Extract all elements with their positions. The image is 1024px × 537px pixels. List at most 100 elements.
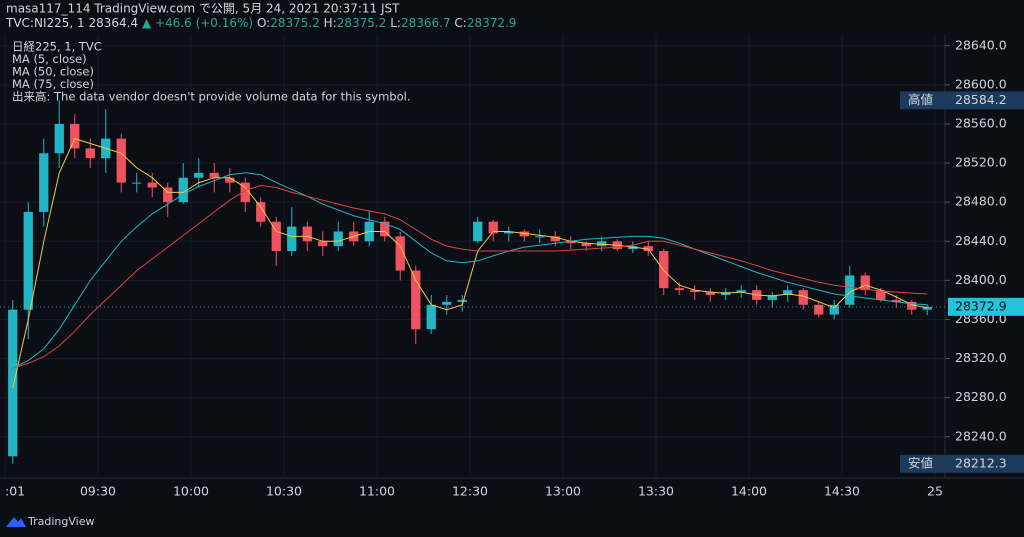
y-tick-label: 28640.0 xyxy=(955,37,1007,52)
candle-body xyxy=(891,299,901,302)
candle-body xyxy=(23,211,33,310)
x-tick-label: 11:00 xyxy=(359,484,395,499)
y-tick-label: 28320.0 xyxy=(955,350,1007,365)
candle-body xyxy=(147,182,157,188)
ma-line xyxy=(12,137,928,389)
x-tick-label: 12:30 xyxy=(452,484,488,499)
candle-body xyxy=(690,290,700,293)
x-tick-label: 09:30 xyxy=(80,484,116,499)
high-marker-text: 高値 xyxy=(908,92,933,107)
candle-body xyxy=(442,301,452,305)
candle-body xyxy=(426,304,436,330)
legend-entry: MA (75, close) xyxy=(12,77,94,91)
candle-body xyxy=(302,226,312,242)
candle-body xyxy=(39,153,49,212)
candle-body xyxy=(519,231,529,237)
candle-body xyxy=(318,241,328,247)
x-tick-label: 25 xyxy=(927,484,943,499)
candle-body xyxy=(178,177,188,203)
candle-body xyxy=(256,202,266,222)
x-tick-label: 10:00 xyxy=(173,484,209,499)
candle-body xyxy=(194,172,204,178)
ma-line xyxy=(12,172,928,369)
candle-body xyxy=(116,138,126,183)
candle-body xyxy=(411,270,421,330)
candle-body xyxy=(907,301,917,310)
candle-body xyxy=(209,172,219,178)
candle-body xyxy=(736,290,746,293)
candle-body xyxy=(380,221,390,237)
x-tick-label: 13:00 xyxy=(545,484,581,499)
candle-body xyxy=(705,292,715,296)
y-tick-label: 28240.0 xyxy=(955,428,1007,443)
candle-body xyxy=(132,182,142,184)
header-line1: masa117_114 TradingView.com で公開, 5月 24, … xyxy=(6,2,400,16)
y-tick-label: 28480.0 xyxy=(955,194,1007,209)
o-value: 28375.2 xyxy=(270,16,320,30)
legend-entry: MA (5, close) xyxy=(12,52,87,66)
logo-icon xyxy=(6,517,26,527)
y-tick-label: 28520.0 xyxy=(955,155,1007,170)
candle-body xyxy=(767,295,777,300)
last-price: 28364.4 xyxy=(88,16,138,30)
c-value: 28372.9 xyxy=(467,16,517,30)
ma-line xyxy=(12,184,928,369)
h-value: 28375.2 xyxy=(337,16,387,30)
candle-body xyxy=(860,275,870,291)
y-tick-label: 28440.0 xyxy=(955,233,1007,248)
low-marker-box xyxy=(900,454,1024,473)
candle-body xyxy=(566,241,576,244)
candle-body xyxy=(225,177,235,183)
candle-body xyxy=(271,221,281,252)
y-tick-label: 28600.0 xyxy=(955,76,1007,91)
grid xyxy=(0,35,945,478)
candle-body xyxy=(240,182,250,203)
x-tick-label: :01 xyxy=(5,484,25,499)
high-marker-box xyxy=(900,91,1024,110)
candle-body xyxy=(814,304,824,315)
candle-body xyxy=(333,231,343,247)
candle-body xyxy=(473,221,483,242)
symbol: TVC:NI225, 1 xyxy=(5,16,85,30)
y-tick-label: 28280.0 xyxy=(955,389,1007,404)
candle-body xyxy=(581,243,591,247)
current-price-box xyxy=(948,297,1024,316)
y-tick-label: 28560.0 xyxy=(955,115,1007,130)
legend-entry: MA (50, close) xyxy=(12,65,94,79)
candle-body xyxy=(8,309,18,457)
h-label: H: xyxy=(324,16,337,30)
x-tick-label: 10:30 xyxy=(266,484,302,499)
candle-body xyxy=(829,304,839,315)
legend-entry: 日経225, 1, TVC xyxy=(12,40,102,54)
candle-body xyxy=(550,236,560,242)
low-marker-text: 安値 xyxy=(908,455,933,470)
x-tick-label: 13:30 xyxy=(638,484,674,499)
l-value: 28366.7 xyxy=(401,16,451,30)
candle-body xyxy=(54,123,64,154)
high-marker-value: 28584.2 xyxy=(955,92,1007,107)
x-tick-label: 14:30 xyxy=(824,484,860,499)
l-label: L: xyxy=(390,16,401,30)
candle-body xyxy=(504,231,514,234)
candle-body xyxy=(674,288,684,291)
legend-entry: 出来高: The data vendor doesn't provide vol… xyxy=(12,90,411,104)
candle-body xyxy=(659,251,669,289)
candle-body xyxy=(70,123,80,149)
plot xyxy=(8,100,932,464)
candle-body xyxy=(163,187,173,203)
candle-body xyxy=(395,236,405,271)
candle-body xyxy=(287,226,297,252)
candle-body xyxy=(457,299,467,302)
candle-body xyxy=(488,221,498,234)
current-price-label: 28372.9 xyxy=(955,298,1007,313)
change: ▲ +46.6 (+0.16%) xyxy=(142,16,253,30)
brand: TradingView xyxy=(27,515,94,528)
candle-body xyxy=(876,290,886,300)
c-label: C: xyxy=(454,16,466,30)
low-marker-value: 28212.3 xyxy=(955,455,1007,470)
o-label: O: xyxy=(257,16,270,30)
candle-body xyxy=(628,246,638,250)
